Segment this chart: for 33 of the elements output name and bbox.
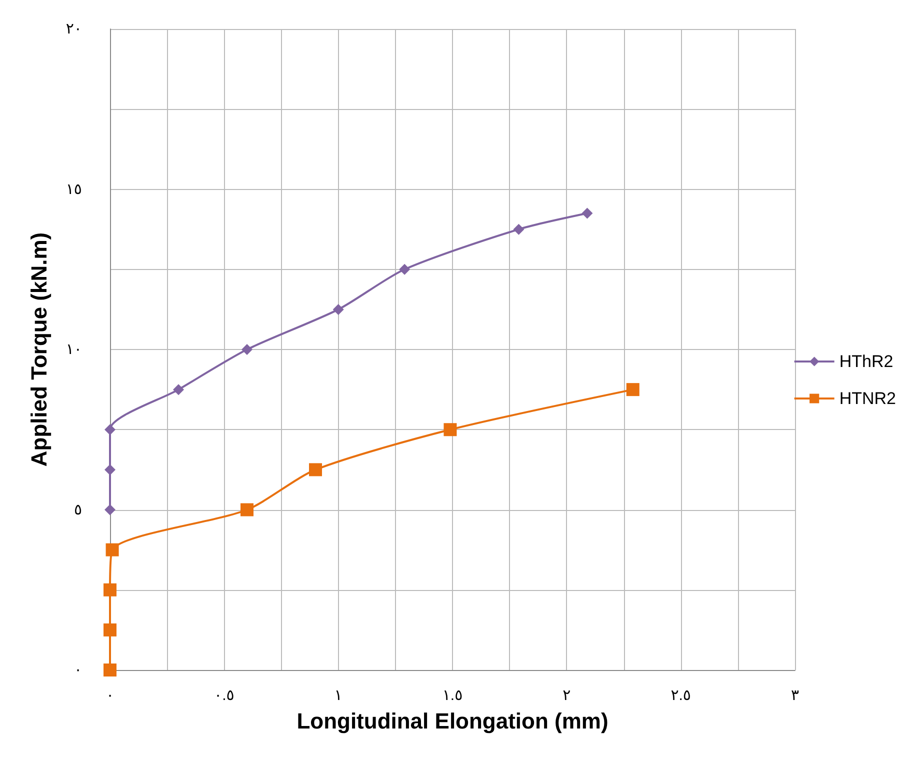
point	[399, 264, 410, 275]
x-tick-label: ١	[334, 687, 342, 704]
x-tick-label: ٢	[562, 687, 571, 704]
point	[106, 543, 119, 556]
point	[582, 208, 593, 219]
point	[242, 344, 252, 355]
point	[444, 423, 457, 436]
point	[240, 503, 254, 516]
point	[173, 384, 184, 396]
x-tick-label: ٢.٥	[670, 687, 691, 704]
point	[104, 664, 116, 676]
x-tick-label: ٣	[790, 687, 800, 704]
x-tick-label: ٠	[106, 687, 114, 704]
point	[104, 504, 116, 516]
y-tick-label: ١٠	[66, 341, 82, 358]
point	[513, 224, 524, 235]
x-tick-label: ١.٥	[442, 687, 463, 704]
point	[626, 383, 640, 396]
y-axis-title: Applied Torque (kN.m)	[26, 232, 52, 467]
point	[332, 304, 344, 315]
point	[309, 463, 322, 476]
x-tick-label: ٠.٥	[214, 687, 234, 704]
y-tick-label: ٢٠	[66, 20, 82, 38]
point	[104, 464, 116, 476]
x-axis-title: Longitudinal Elongation (mm)	[296, 708, 608, 734]
legend-label: HTNR2	[839, 389, 896, 408]
point	[104, 583, 116, 596]
point	[104, 623, 116, 636]
y-tick-label: ١٥	[66, 180, 82, 198]
y-tick-label: ٥	[74, 501, 82, 518]
legend-label: HThR2	[839, 352, 894, 371]
point	[104, 424, 116, 436]
y-tick-label: ٠	[74, 662, 82, 678]
